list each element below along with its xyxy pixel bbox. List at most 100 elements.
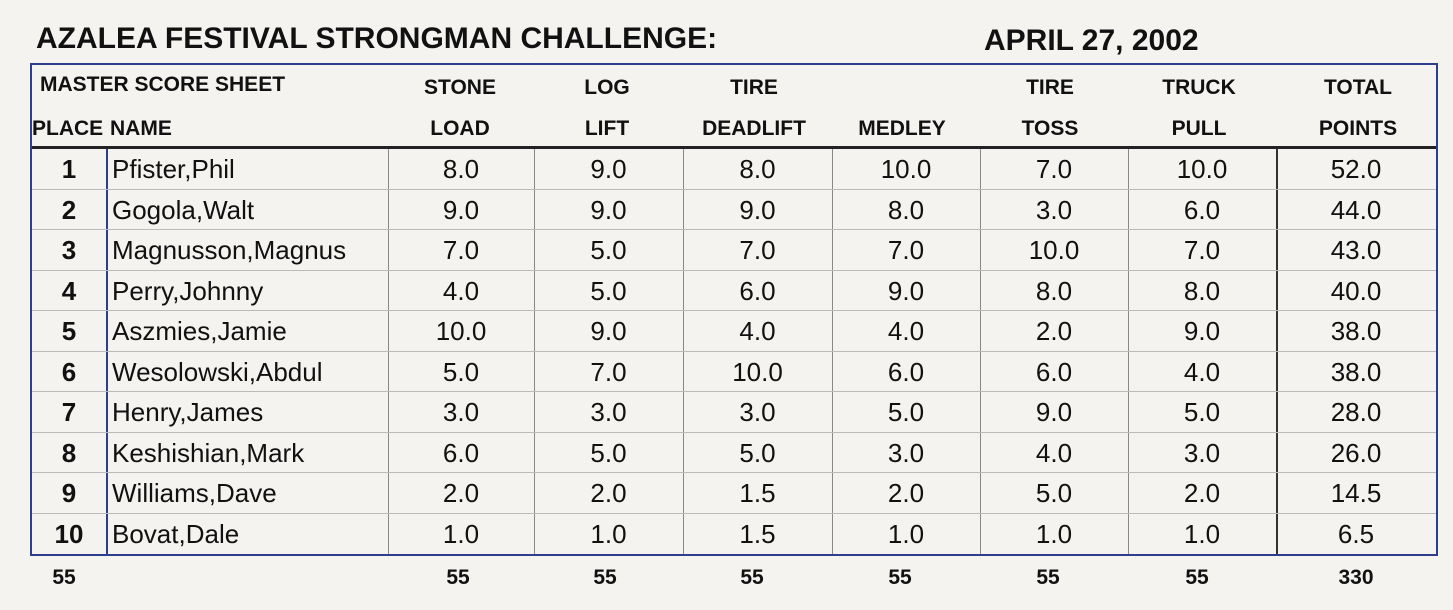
total-points-cell: 43.0 xyxy=(1330,235,1382,265)
truck-pull-cell: 9.0 xyxy=(1183,316,1221,346)
place-cell: 7 xyxy=(61,397,77,427)
medley-cell: 5.0 xyxy=(887,397,925,427)
table-row: 6 Wesolowski,Abdul 5.0 7.0 10.0 6.0 6.0 4.0 38.0 xyxy=(32,352,1436,392)
log-lift-cell: 5.0 xyxy=(590,235,627,265)
truck-pull-cell: 8.0 xyxy=(1183,275,1221,306)
place-cell: 5 xyxy=(61,316,77,346)
tire-deadlift-cell: 3.0 xyxy=(739,397,776,427)
total-log-lift: 55 xyxy=(593,566,617,589)
medley-cell: 7.0 xyxy=(887,235,925,265)
table-row: 10 Bovat,Dale 1.0 1.0 1.5 1.0 1.0 1.0 6.5 xyxy=(32,514,1436,555)
tire-toss-cell: 1.0 xyxy=(1035,518,1073,549)
place-cell: 9 xyxy=(61,478,77,508)
total-medley: 55 xyxy=(888,566,912,589)
table-row: 8 Keshishian,Mark 6.0 5.0 5.0 3.0 4.0 3.0 26.0 xyxy=(32,433,1436,473)
place-cell: 4 xyxy=(61,275,77,306)
col-header-stone-line1: STONE xyxy=(424,76,496,99)
stone-load-cell: 7.0 xyxy=(442,235,480,265)
total-points-cell: 26.0 xyxy=(1330,437,1382,468)
tire-toss-cell: 8.0 xyxy=(1035,275,1073,306)
tire-deadlift-cell: 5.0 xyxy=(739,437,776,468)
tire-toss-cell: 10.0 xyxy=(1028,235,1080,265)
stone-load-cell: 10.0 xyxy=(435,316,487,346)
truck-pull-cell: 4.0 xyxy=(1183,356,1221,387)
col-header-total-line2: POINTS xyxy=(1318,117,1398,140)
log-lift-cell: 5.0 xyxy=(590,437,627,468)
total-points-cell: 38.0 xyxy=(1330,356,1382,387)
table-row: 2 Gogola,Walt 9.0 9.0 9.0 8.0 3.0 6.0 44.0 xyxy=(32,190,1436,230)
truck-pull-cell: 5.0 xyxy=(1183,397,1221,427)
tire-toss-cell: 9.0 xyxy=(1035,397,1073,427)
column-divider xyxy=(534,149,535,554)
col-header-truck-line1: TRUCK xyxy=(1162,76,1236,99)
name-cell: Magnusson,Magnus xyxy=(112,235,347,265)
total-points-cell: 44.0 xyxy=(1330,194,1382,225)
column-divider xyxy=(1128,149,1129,554)
col-header-total-line1: TOTAL xyxy=(1323,76,1393,99)
total-points-cell: 52.0 xyxy=(1330,154,1382,184)
place-cell: 1 xyxy=(61,154,77,184)
name-cell: Pfister,Phil xyxy=(112,154,235,184)
name-cell: Wesolowski,Abdul xyxy=(112,356,323,387)
col-header-tire-deadlift-line1: TIRE xyxy=(730,76,778,99)
tire-toss-cell: 5.0 xyxy=(1035,478,1073,508)
log-lift-cell: 2.0 xyxy=(590,478,627,508)
truck-pull-cell: 3.0 xyxy=(1183,437,1221,468)
tire-toss-cell: 2.0 xyxy=(1035,316,1073,346)
table-row: 1 Pfister,Phil 8.0 9.0 8.0 10.0 7.0 10.0 52.0 xyxy=(32,149,1436,190)
tire-deadlift-cell: 4.0 xyxy=(739,316,776,346)
col-header-place: PLACE xyxy=(32,117,104,140)
truck-pull-cell: 2.0 xyxy=(1183,478,1221,508)
tire-toss-cell: 7.0 xyxy=(1035,154,1073,184)
log-lift-cell: 5.0 xyxy=(590,275,627,306)
log-lift-cell: 1.0 xyxy=(590,518,627,549)
total-place: 55 xyxy=(52,566,76,589)
col-header-tire-toss-line2: TOSS xyxy=(1021,117,1079,140)
medley-cell: 2.0 xyxy=(887,478,925,508)
table-row: 5 Aszmies,Jamie 10.0 9.0 4.0 4.0 2.0 9.0 38.0 xyxy=(32,311,1436,352)
total-truck-pull: 55 xyxy=(1185,566,1209,589)
medley-cell: 10.0 xyxy=(880,154,932,184)
place-cell: 10 xyxy=(54,518,84,549)
stone-load-cell: 8.0 xyxy=(442,154,480,184)
table-row: 9 Williams,Dave 2.0 2.0 1.5 2.0 5.0 2.0 14.5 xyxy=(32,473,1436,514)
col-header-name: NAME xyxy=(110,117,172,140)
total-tire-deadlift: 55 xyxy=(740,566,764,589)
name-cell: Bovat,Dale xyxy=(112,518,240,549)
col-header-log-line1: LOG xyxy=(584,76,630,99)
name-cell: Gogola,Walt xyxy=(112,194,255,225)
stone-load-cell: 3.0 xyxy=(442,397,480,427)
place-cell: 8 xyxy=(61,437,77,468)
tire-deadlift-cell: 10.0 xyxy=(732,356,783,387)
total-points-cell: 6.5 xyxy=(1337,518,1375,549)
stone-load-cell: 4.0 xyxy=(442,275,480,306)
total-points-cell: 40.0 xyxy=(1330,275,1382,306)
sheet-label: MASTER SCORE SHEET xyxy=(40,73,286,96)
column-divider xyxy=(106,149,108,554)
log-lift-cell: 9.0 xyxy=(590,316,627,346)
tire-deadlift-cell: 8.0 xyxy=(739,154,776,184)
col-header-tire-toss-line1: TIRE xyxy=(1026,76,1074,99)
column-divider xyxy=(683,149,684,554)
col-header-medley: MEDLEY xyxy=(858,117,946,140)
total-tire-toss: 55 xyxy=(1036,566,1060,589)
table-row: 7 Henry,James 3.0 3.0 3.0 5.0 9.0 5.0 28.0 xyxy=(32,392,1436,433)
log-lift-cell: 9.0 xyxy=(590,154,627,184)
name-cell: Perry,Johnny xyxy=(112,275,264,306)
tire-deadlift-cell: 7.0 xyxy=(739,235,776,265)
place-cell: 6 xyxy=(61,356,77,387)
medley-cell: 4.0 xyxy=(887,316,925,346)
column-divider xyxy=(980,149,981,554)
tire-deadlift-cell: 1.5 xyxy=(739,518,776,549)
place-cell: 3 xyxy=(61,235,77,265)
stone-load-cell: 2.0 xyxy=(442,478,480,508)
truck-pull-cell: 10.0 xyxy=(1176,154,1228,184)
col-header-log-line2: LIFT xyxy=(584,117,630,140)
col-header-stone-line2: LOAD xyxy=(430,117,490,140)
stone-load-cell: 5.0 xyxy=(442,356,480,387)
medley-cell: 1.0 xyxy=(887,518,925,549)
header-rule xyxy=(32,146,1436,149)
score-rows: 1 Pfister,Phil 8.0 9.0 8.0 10.0 7.0 10.0 52.0 2 Go… xyxy=(32,149,1436,554)
total-stone-load: 55 xyxy=(446,566,470,589)
total-points-cell: 38.0 xyxy=(1330,316,1382,346)
